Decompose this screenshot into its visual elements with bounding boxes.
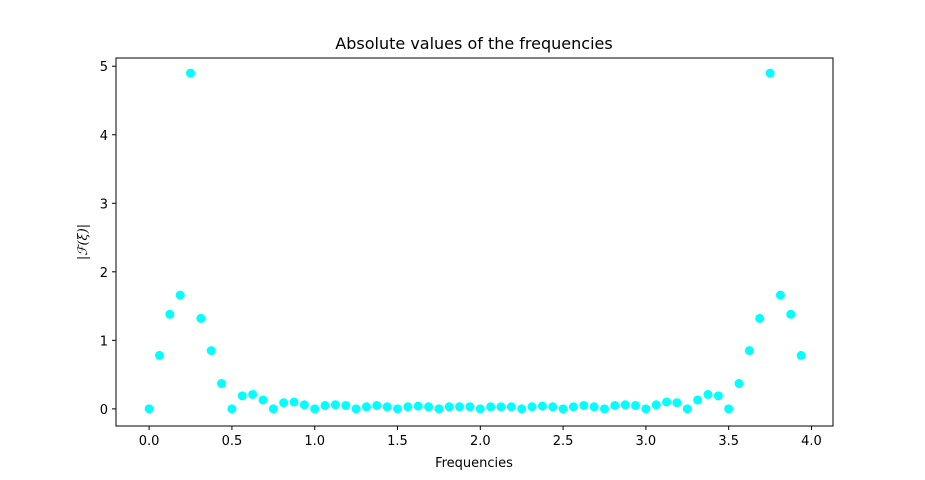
data-point — [755, 313, 765, 323]
data-point — [589, 402, 599, 412]
data-point — [744, 346, 754, 356]
data-point — [548, 402, 558, 412]
data-point — [455, 402, 465, 412]
data-point — [527, 402, 537, 412]
data-point — [248, 389, 258, 399]
data-point — [682, 404, 692, 414]
y-tick-label: 5 — [100, 60, 108, 75]
axis-ticks: 0.0 0.5 1.0 1.5 2.0 2.5 3.0 3.5 4.0 0 1 2 3 4 5 — [100, 60, 822, 449]
x-tick-label: 3.0 — [636, 434, 657, 449]
data-point — [610, 400, 620, 410]
data-point — [237, 391, 247, 401]
data-point — [537, 401, 547, 411]
y-tick-label: 0 — [100, 403, 108, 418]
data-point — [165, 309, 175, 319]
data-point — [786, 309, 796, 319]
data-point — [558, 404, 568, 414]
data-point — [144, 404, 154, 414]
data-point — [330, 400, 340, 410]
data-point — [693, 395, 703, 405]
data-points — [144, 68, 806, 414]
data-point — [599, 404, 609, 414]
data-point — [651, 400, 661, 410]
data-point — [424, 402, 434, 412]
x-tick-label: 3.5 — [718, 434, 739, 449]
data-point — [631, 400, 641, 410]
data-point — [475, 404, 485, 414]
data-point — [496, 402, 506, 412]
data-point — [568, 402, 578, 412]
data-point — [465, 402, 475, 412]
chart-title: Absolute values of the frequencies — [335, 34, 612, 53]
data-point — [299, 400, 309, 410]
data-point — [310, 404, 320, 414]
y-tick-label: 1 — [100, 334, 108, 349]
data-point — [734, 379, 744, 389]
data-point — [258, 395, 268, 405]
data-point — [620, 400, 630, 410]
data-point — [641, 404, 651, 414]
data-point — [268, 404, 278, 414]
data-point — [403, 402, 413, 412]
data-point — [227, 404, 237, 414]
data-point — [196, 313, 206, 323]
plot-frame — [115, 57, 834, 427]
data-point — [289, 397, 299, 407]
data-point — [361, 402, 371, 412]
data-point — [486, 402, 496, 412]
x-tick-label: 1.0 — [304, 434, 325, 449]
data-point — [393, 404, 403, 414]
data-point — [662, 397, 672, 407]
x-tick-label: 2.0 — [470, 434, 491, 449]
data-point — [175, 290, 185, 300]
data-point — [703, 389, 713, 399]
data-point — [517, 404, 527, 414]
data-point — [217, 379, 227, 389]
data-point — [154, 350, 164, 360]
data-point — [341, 400, 351, 410]
y-axis-label: |ℱ(ξ)| — [76, 224, 91, 260]
y-tick-label: 3 — [100, 197, 108, 212]
data-point — [372, 400, 382, 410]
y-tick-label: 4 — [100, 129, 108, 144]
data-point — [320, 400, 330, 410]
data-point — [579, 400, 589, 410]
x-tick-label: 1.5 — [387, 434, 408, 449]
data-point — [775, 290, 785, 300]
data-point — [351, 404, 361, 414]
data-point — [279, 398, 289, 408]
data-point — [713, 391, 723, 401]
x-axis-label: Frequencies — [435, 456, 513, 471]
x-tick-label: 0.0 — [139, 434, 160, 449]
x-tick-label: 0.5 — [222, 434, 243, 449]
data-point — [765, 68, 775, 78]
data-point — [434, 404, 444, 414]
data-point — [413, 401, 423, 411]
data-point — [206, 346, 216, 356]
x-tick-label: 4.0 — [801, 434, 822, 449]
y-tick-label: 2 — [100, 266, 108, 281]
data-point — [186, 68, 196, 78]
data-point — [382, 402, 392, 412]
data-point — [796, 350, 806, 360]
data-point — [724, 404, 734, 414]
data-point — [672, 398, 682, 408]
data-point — [506, 402, 516, 412]
data-point — [444, 402, 454, 412]
x-tick-label: 2.5 — [553, 434, 574, 449]
